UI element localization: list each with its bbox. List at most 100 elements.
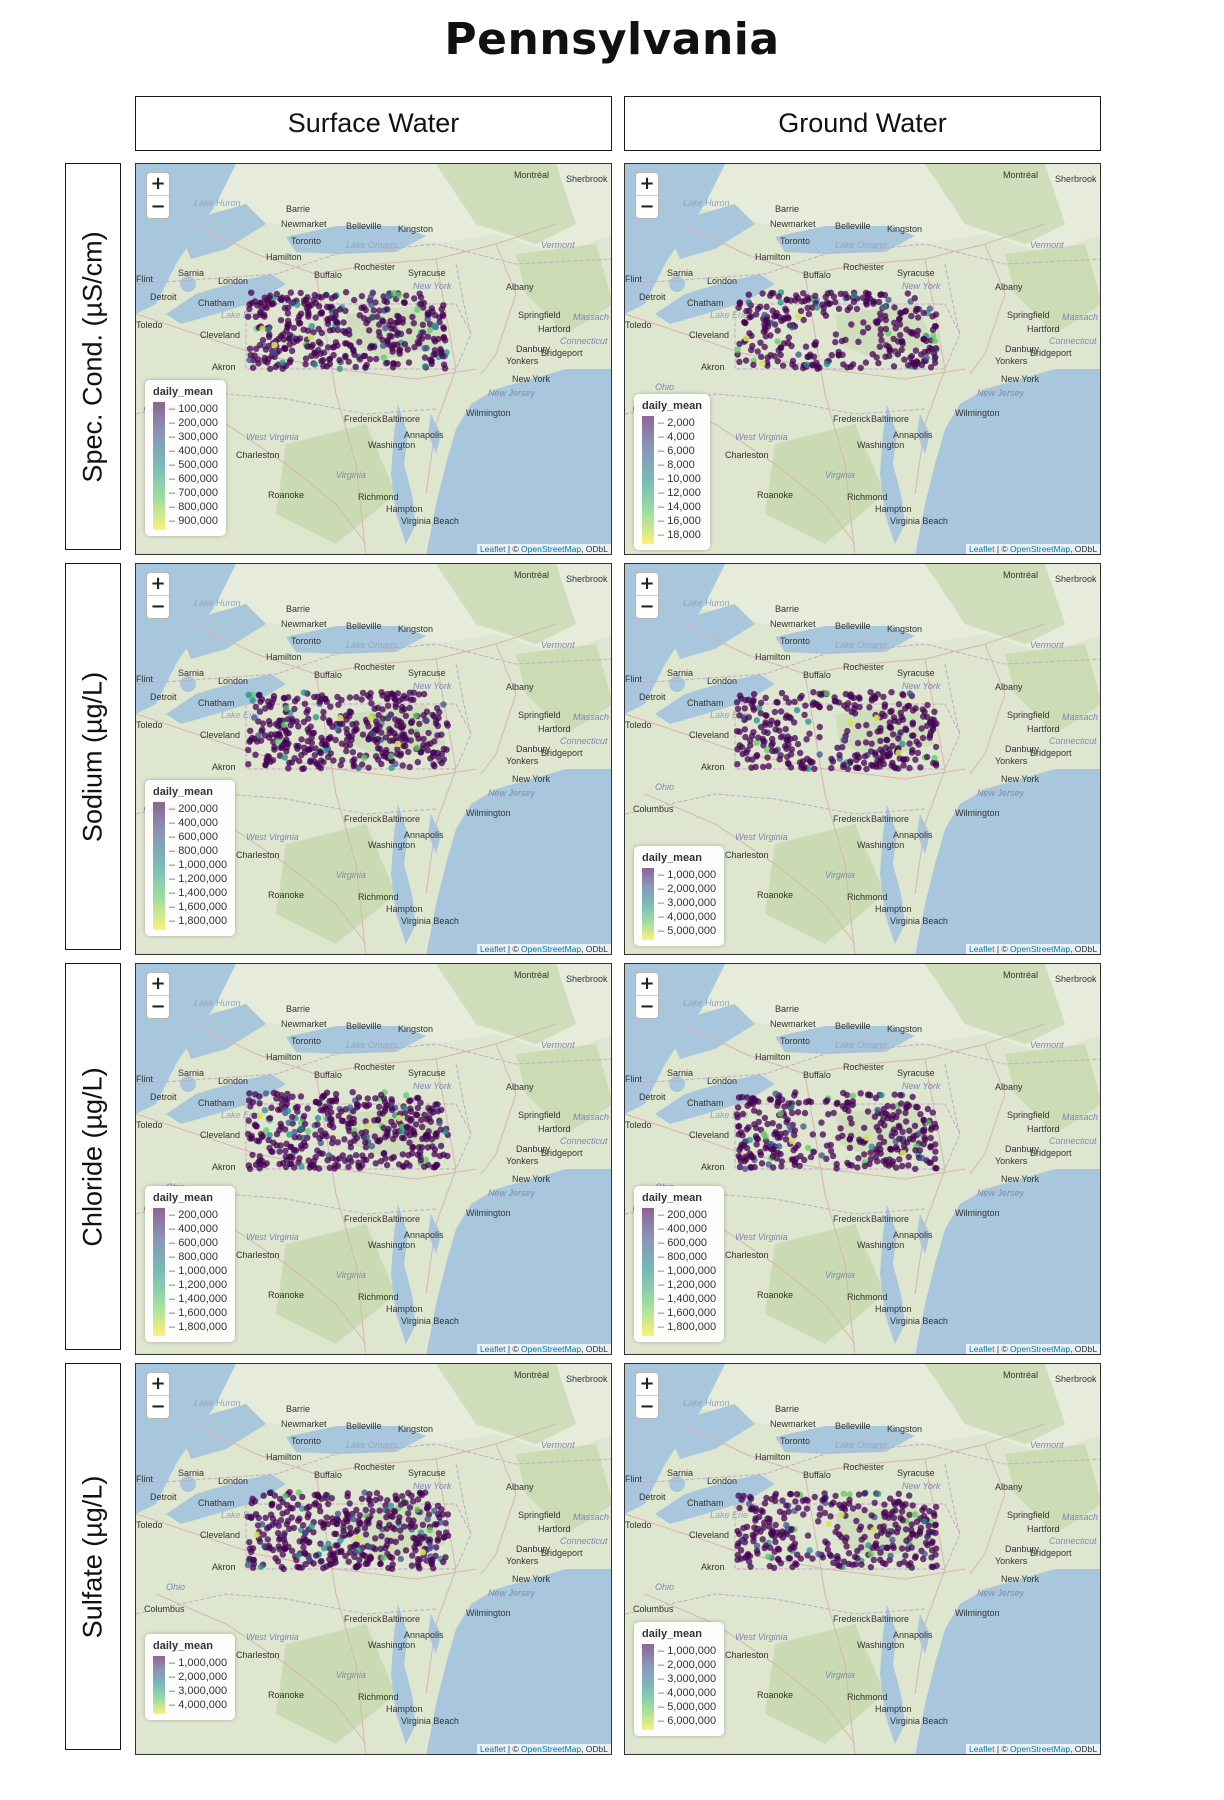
- site-point[interactable]: [861, 1533, 868, 1541]
- site-point[interactable]: [803, 736, 810, 743]
- site-point[interactable]: [888, 1161, 896, 1168]
- site-point[interactable]: [431, 338, 439, 345]
- site-point[interactable]: [772, 1497, 779, 1505]
- zoom-control[interactable]: + −: [146, 572, 170, 619]
- site-point[interactable]: [865, 290, 872, 298]
- site-point[interactable]: [304, 706, 311, 714]
- site-point[interactable]: [379, 692, 386, 699]
- site-point[interactable]: [912, 1147, 919, 1154]
- site-point[interactable]: [416, 340, 423, 347]
- site-point[interactable]: [335, 701, 342, 708]
- site-point[interactable]: [753, 1547, 761, 1554]
- site-point[interactable]: [932, 1503, 940, 1511]
- site-point[interactable]: [341, 1157, 349, 1164]
- site-point[interactable]: [327, 1561, 334, 1568]
- site-point[interactable]: [300, 1544, 307, 1551]
- site-point[interactable]: [342, 1507, 349, 1514]
- site-point[interactable]: [400, 1134, 407, 1142]
- site-point[interactable]: [843, 1534, 850, 1541]
- site-point[interactable]: [278, 1096, 285, 1103]
- site-point[interactable]: [848, 1120, 855, 1127]
- site-point[interactable]: [855, 1503, 862, 1510]
- site-point[interactable]: [291, 697, 299, 705]
- site-point[interactable]: [382, 1104, 389, 1111]
- site-point[interactable]: [844, 727, 851, 735]
- site-point[interactable]: [927, 1134, 934, 1142]
- site-point[interactable]: [827, 1141, 834, 1149]
- site-point[interactable]: [421, 363, 429, 370]
- site-point[interactable]: [746, 1136, 754, 1144]
- site-point[interactable]: [736, 1163, 744, 1171]
- site-point[interactable]: [781, 1103, 788, 1110]
- site-point[interactable]: [388, 1096, 395, 1103]
- site-point[interactable]: [426, 1536, 434, 1543]
- site-point[interactable]: [275, 1504, 283, 1511]
- site-point[interactable]: [263, 756, 270, 763]
- site-point[interactable]: [893, 1113, 900, 1121]
- site-point[interactable]: [424, 741, 431, 748]
- site-point[interactable]: [266, 331, 273, 338]
- site-point[interactable]: [256, 1093, 263, 1100]
- site-point[interactable]: [256, 1100, 263, 1107]
- site-point[interactable]: [759, 360, 766, 367]
- site-point[interactable]: [746, 307, 753, 315]
- site-point[interactable]: [832, 331, 840, 338]
- site-point[interactable]: [255, 718, 262, 725]
- site-point[interactable]: [386, 1521, 393, 1529]
- site-point[interactable]: [352, 363, 359, 371]
- site-point[interactable]: [353, 726, 360, 733]
- site-point[interactable]: [307, 723, 314, 730]
- site-point[interactable]: [270, 300, 277, 307]
- site-point[interactable]: [927, 364, 935, 371]
- site-point[interactable]: [871, 1113, 879, 1120]
- site-point[interactable]: [259, 1521, 266, 1528]
- site-point[interactable]: [305, 1555, 313, 1562]
- site-point[interactable]: [867, 1149, 874, 1156]
- site-point[interactable]: [890, 335, 897, 343]
- site-point[interactable]: [783, 1502, 790, 1509]
- site-point[interactable]: [349, 749, 357, 756]
- site-point[interactable]: [377, 1560, 384, 1567]
- site-point[interactable]: [265, 1542, 273, 1550]
- site-point[interactable]: [347, 1144, 355, 1151]
- site-point[interactable]: [909, 707, 917, 714]
- site-point[interactable]: [741, 726, 749, 733]
- site-point[interactable]: [745, 696, 752, 703]
- site-point[interactable]: [383, 1129, 390, 1137]
- site-point[interactable]: [431, 1507, 438, 1514]
- site-point[interactable]: [734, 351, 741, 358]
- site-point[interactable]: [406, 763, 413, 771]
- site-point[interactable]: [908, 1564, 916, 1571]
- site-point[interactable]: [407, 1105, 414, 1112]
- site-point[interactable]: [838, 1511, 845, 1518]
- site-point[interactable]: [261, 1107, 269, 1114]
- site-point[interactable]: [806, 1547, 813, 1554]
- site-point[interactable]: [410, 1127, 417, 1134]
- site-point[interactable]: [745, 714, 752, 721]
- site-point[interactable]: [317, 696, 325, 703]
- site-point[interactable]: [917, 764, 924, 771]
- site-point[interactable]: [259, 336, 267, 344]
- site-point[interactable]: [382, 325, 389, 332]
- site-point[interactable]: [791, 719, 798, 726]
- site-point[interactable]: [283, 736, 290, 743]
- site-point[interactable]: [279, 1551, 286, 1558]
- site-point[interactable]: [841, 1501, 848, 1508]
- site-point[interactable]: [818, 1119, 825, 1126]
- site-point[interactable]: [868, 1143, 875, 1150]
- site-point[interactable]: [770, 290, 777, 297]
- site-point[interactable]: [878, 337, 885, 344]
- site-point[interactable]: [439, 352, 446, 360]
- site-point[interactable]: [836, 1562, 843, 1569]
- site-point[interactable]: [350, 1515, 357, 1523]
- site-point[interactable]: [736, 299, 744, 306]
- site-point[interactable]: [257, 309, 264, 316]
- site-point[interactable]: [361, 1489, 368, 1496]
- site-point[interactable]: [312, 1153, 319, 1161]
- site-point[interactable]: [315, 1503, 323, 1510]
- site-point[interactable]: [807, 351, 814, 358]
- site-point[interactable]: [329, 1139, 336, 1147]
- site-point[interactable]: [340, 1519, 347, 1526]
- site-point[interactable]: [297, 1125, 305, 1133]
- site-point[interactable]: [878, 1092, 885, 1099]
